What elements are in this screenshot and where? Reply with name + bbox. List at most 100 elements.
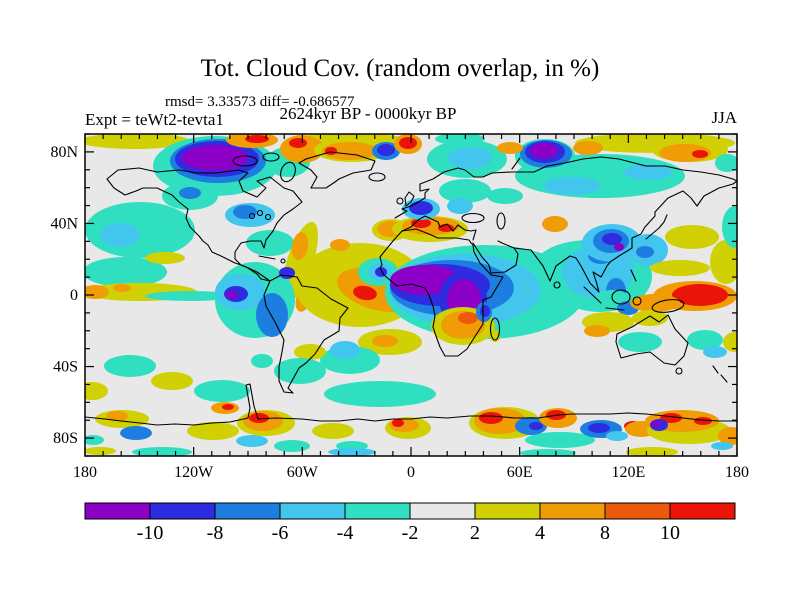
coastline-iceland: [368, 172, 386, 182]
coastline-great-lake-3: [264, 213, 272, 221]
coastline-arctic-island-1: [232, 155, 258, 167]
coastline-japan: [645, 214, 668, 240]
coastline-sulawesi: [632, 296, 642, 306]
anomaly-blob: [85, 134, 190, 149]
anomaly-blob: [438, 224, 454, 232]
x-tick-label: 180: [725, 464, 749, 481]
anomaly-blob: [525, 432, 595, 448]
coastline-new-guinea: [651, 299, 685, 313]
anomaly-blob: [710, 240, 737, 284]
coastline-hispaniola: [280, 258, 286, 264]
anomaly-blob: [279, 267, 295, 279]
anomaly-blob: [660, 413, 682, 423]
anomaly-blob: [274, 440, 310, 452]
anomaly-blob: [399, 137, 417, 149]
anomaly-blob: [353, 285, 377, 301]
anomaly-blob: [722, 206, 737, 248]
anomaly-blob: [289, 138, 307, 148]
anomaly-blob: [132, 447, 192, 456]
experiment-label: Expt = teWt2-tevta1: [85, 110, 224, 129]
anomaly-blob: [542, 216, 568, 232]
anomaly-blob: [282, 221, 318, 303]
anomaly-blob: [194, 380, 250, 402]
anomaly-blob: [618, 332, 662, 352]
y-tick-label: 80N: [50, 144, 78, 161]
coastline-eurasia: [394, 156, 737, 293]
anomaly-blob: [151, 372, 193, 390]
anomaly-blob: [85, 257, 167, 287]
anomaly-blob: [544, 177, 600, 195]
anomaly-blob: [372, 335, 398, 347]
coastline-arctic-island-2: [262, 152, 280, 162]
anomaly-blob: [520, 449, 576, 456]
colorbar-label: -8: [207, 522, 224, 544]
colorbar-cell: [669, 502, 736, 520]
anomaly-blob: [312, 423, 354, 439]
anomaly-blob: [487, 188, 523, 204]
anomaly-blob: [584, 325, 610, 337]
anomaly-blob: [187, 422, 239, 440]
anomaly-blob: [100, 223, 140, 247]
anomaly-blob: [672, 284, 728, 306]
period-label: 2624kyr BP - 0000kyr BP: [279, 104, 457, 123]
coastline-ireland: [396, 197, 404, 205]
plot-title: Tot. Cloud Cov. (random overlap, in %): [200, 55, 600, 82]
coastline-java: [605, 307, 625, 311]
coastline-philippines: [630, 269, 637, 282]
anomaly-blob: [624, 164, 672, 180]
stats-line: rmsd= 3.33573 diff= -0.686577: [165, 94, 355, 110]
anomaly-blob: [249, 413, 269, 423]
anomaly-blob: [113, 284, 131, 292]
coastline-great-lake-1: [248, 212, 256, 220]
coastline-caspian-sea: [496, 212, 506, 230]
x-tick-label: 120W: [174, 464, 214, 481]
anomaly-blob: [274, 358, 326, 384]
x-tick-label: 180: [73, 464, 97, 481]
anomaly-blob: [411, 218, 431, 228]
coastline-sri-lanka: [553, 281, 561, 289]
anomaly-blob: [692, 150, 708, 158]
coastline-sumatra: [583, 286, 602, 304]
coastline-new-zealand: [712, 365, 728, 383]
anomaly-blob: [377, 144, 395, 156]
anomaly-blob: [251, 354, 273, 368]
anomaly-blob: [291, 232, 309, 260]
anomaly-blob: [529, 422, 543, 430]
anomaly-blob: [447, 198, 473, 214]
y-tick-label: 0: [70, 287, 78, 304]
coastline-black-sea: [461, 212, 485, 224]
colorbar-label: -4: [337, 522, 354, 544]
anomaly-blob: [330, 341, 360, 359]
anomaly-blob: [606, 431, 628, 441]
anomaly-blob: [573, 141, 603, 155]
coastline-antarctica: [85, 383, 737, 426]
colorbar-label: 8: [600, 522, 610, 544]
anomaly-blob: [328, 448, 376, 456]
colorbar-label: 10: [660, 522, 680, 544]
anomaly-blob: [530, 143, 558, 159]
coastline-tasmania: [675, 367, 683, 375]
anomaly-blob: [246, 230, 294, 256]
anomaly-blob: [458, 312, 478, 324]
anomaly-blob: [322, 142, 378, 160]
map-frame: [84, 133, 738, 457]
colorbar-cell: [604, 502, 671, 520]
anomaly-blob: [182, 145, 248, 171]
colorbar-label: -6: [272, 522, 289, 544]
colorbar-cell: [409, 502, 476, 520]
anomaly-blob: [294, 344, 326, 360]
coastline-novaya-zemlya: [511, 157, 521, 170]
y-tick-label: 80S: [53, 430, 78, 447]
anomaly-blob: [325, 147, 337, 155]
anomaly-blob: [245, 135, 269, 143]
coastline-australia: [615, 314, 689, 366]
anomaly-blob: [120, 426, 152, 440]
colorbar-cell: [279, 502, 346, 520]
anomaly-blob: [630, 294, 680, 312]
coastline-north-america: [106, 167, 303, 282]
colorbar-cell: [84, 502, 151, 520]
colorbar-cell: [344, 502, 411, 520]
coastline-greenland: [298, 151, 376, 189]
anomaly-blob: [718, 427, 737, 445]
